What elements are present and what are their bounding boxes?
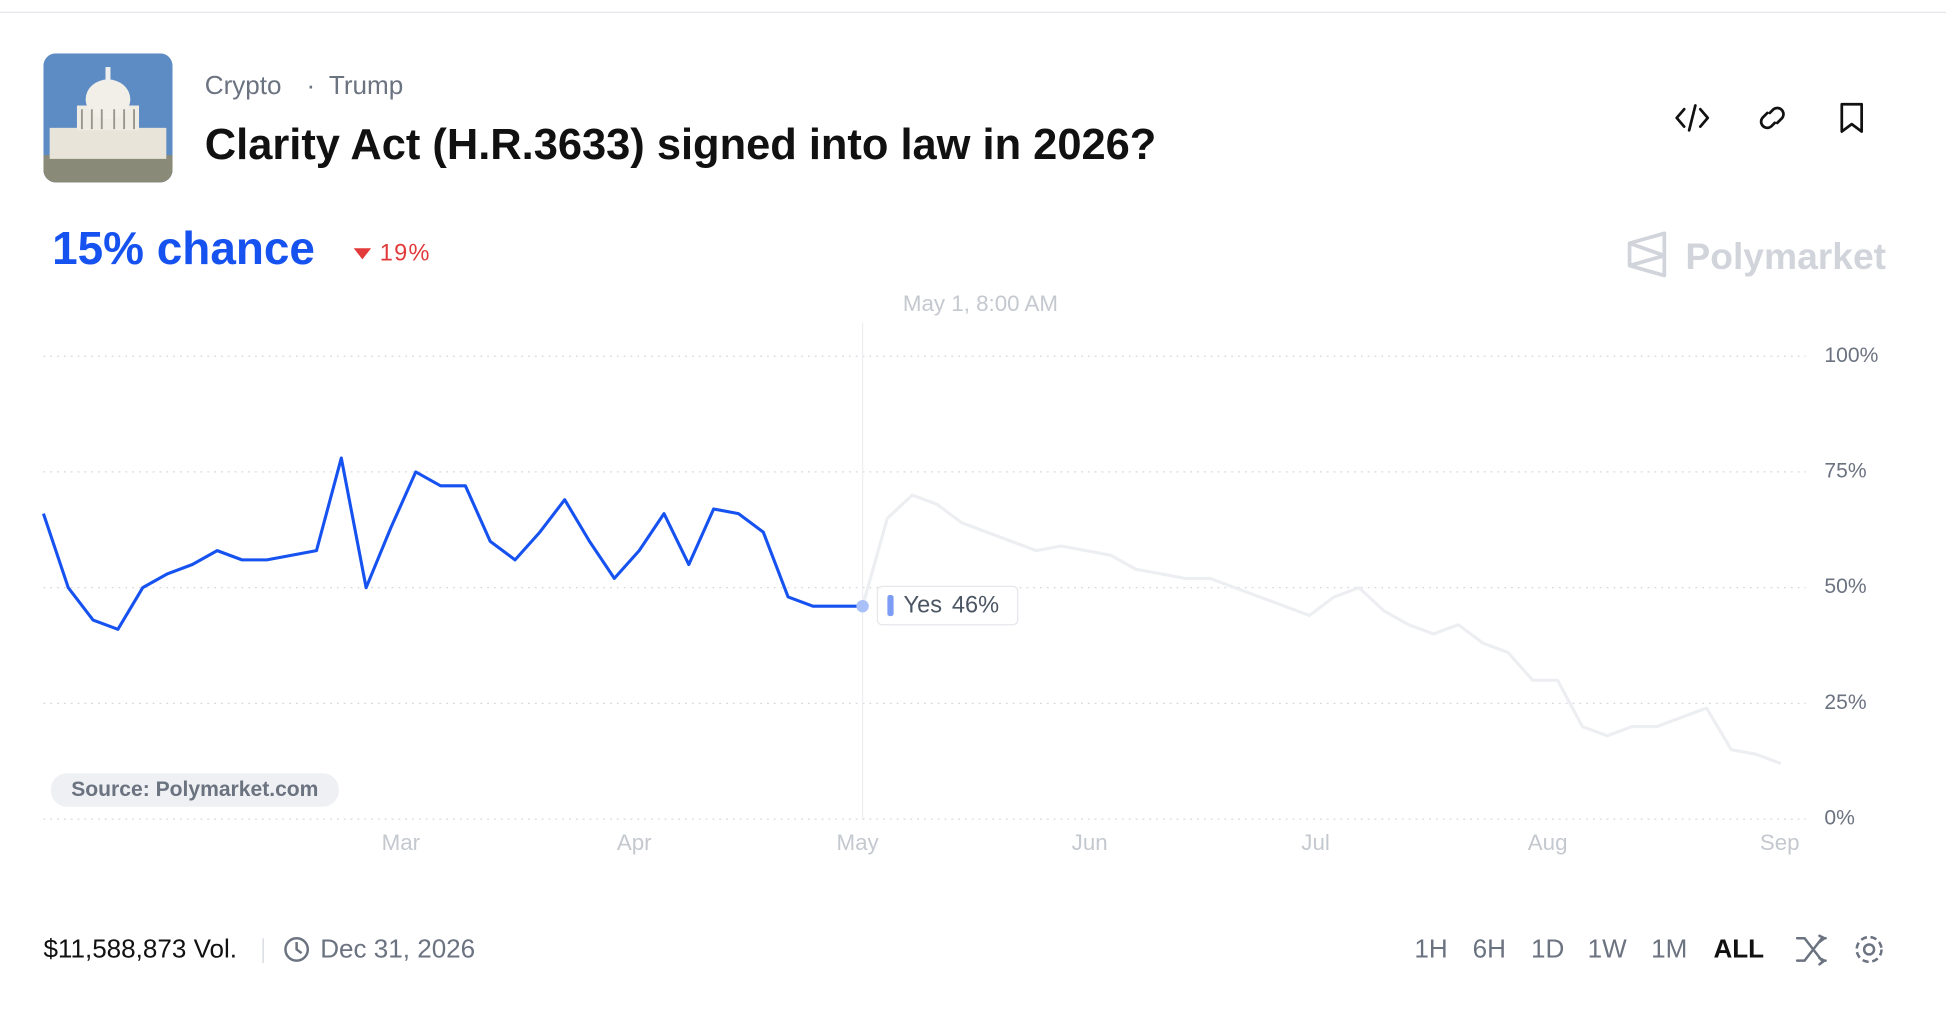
brand-logo: Polymarket <box>1627 231 1886 278</box>
settings-button[interactable] <box>1855 935 1883 964</box>
market-title: Clarity Act (H.R.3633) signed into law i… <box>205 121 1157 169</box>
source-badge <box>50 773 339 807</box>
x-tick-label: Jul <box>1301 830 1330 855</box>
tooltip-swatch <box>887 595 894 617</box>
category: Trump <box>329 70 403 100</box>
shuffle-button[interactable] <box>1795 934 1827 966</box>
timeframe-button[interactable]: 1D <box>1531 934 1564 964</box>
y-tick-label: 0% <box>1824 807 1854 830</box>
x-tick-label: Jun <box>1072 830 1108 855</box>
change: 19% <box>380 240 431 266</box>
x-tick-label: Apr <box>617 830 652 855</box>
y-tick-label: 100% <box>1824 344 1878 367</box>
bookmark-button[interactable] <box>1840 102 1864 133</box>
timeframe-button[interactable]: 1M <box>1651 934 1687 964</box>
timeframes: 1H 6H 1D 1W 1M ALL <box>1414 934 1764 964</box>
tooltip <box>876 585 1019 626</box>
headline-chance: 15% chance <box>52 222 315 274</box>
embed-button[interactable] <box>1675 104 1710 132</box>
clock-icon <box>284 937 310 962</box>
volume: $11,588,873 Vol. <box>43 934 237 964</box>
hover-date: May 1, 8:00 AM <box>903 291 1058 316</box>
down-arrow <box>353 248 372 260</box>
market-image <box>43 53 173 183</box>
brand-name: Polymarket <box>1685 235 1886 277</box>
tooltip-value: 46% <box>952 591 999 617</box>
link-button[interactable] <box>1759 106 1785 130</box>
x-tick-label: Aug <box>1528 830 1568 855</box>
separator: · <box>307 70 316 100</box>
y-tick-label: 25% <box>1824 691 1866 714</box>
timeframe-button[interactable]: ALL <box>1713 934 1764 964</box>
line <box>41 456 863 631</box>
legend-entry: Yes <box>904 591 942 617</box>
end-date: Dec 31, 2026 <box>320 934 475 964</box>
hover-dot <box>856 599 869 613</box>
timeframe-button[interactable]: 1H <box>1414 934 1447 964</box>
x-tick-label: Mar <box>382 830 421 855</box>
source: Source: Polymarket.com <box>71 778 318 801</box>
category: Crypto <box>205 70 282 100</box>
y-tick-label: 75% <box>1824 460 1866 483</box>
y-tick-label: 50% <box>1824 575 1866 598</box>
plot: 0% 25% 50% 75% 100% Mar Apr May Jun Jul Aug Sep May … <box>41 291 1878 855</box>
x-tick-label: May <box>837 830 880 855</box>
timeframe-button[interactable]: 6H <box>1473 934 1506 964</box>
line-faded <box>861 493 1782 766</box>
timeframe-button[interactable]: 1W <box>1588 934 1627 964</box>
x-tick-label: Sep <box>1760 830 1800 855</box>
